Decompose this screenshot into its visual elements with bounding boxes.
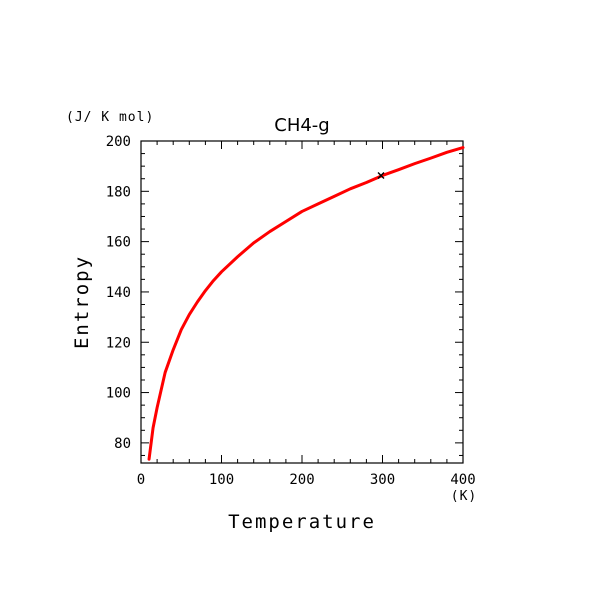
marker-layer: [377, 171, 385, 179]
y-tick-label: 80: [114, 436, 131, 452]
y-tick-label: 100: [106, 386, 131, 402]
x-tick-label: 400: [450, 472, 475, 488]
y-axis-unit: (J/ K mol): [66, 110, 154, 125]
y-tick-label: 180: [106, 184, 131, 200]
tick-labels: 0 100 200 300 400 80 100 120 140 160 180 200: [106, 134, 476, 488]
x-tick-label: 0: [137, 472, 145, 488]
entropy-curve: [147, 146, 465, 461]
y-tick-label: 120: [106, 335, 131, 351]
axis-ticks: [140, 140, 464, 463]
y-axis-label: Entropy: [71, 255, 93, 349]
x-tick-label: 100: [209, 472, 234, 488]
x-axis-label: Temperature: [228, 511, 376, 533]
marker-stroke: [377, 171, 385, 179]
x-axis-unit: (K): [451, 489, 477, 504]
plot-frame: [140, 140, 464, 464]
x-tick-label: 200: [289, 472, 314, 488]
y-tick-label: 160: [106, 235, 131, 251]
series-layer: [147, 146, 465, 461]
y-tick-label: 200: [106, 134, 131, 150]
y-tick-label: 140: [106, 285, 131, 301]
reference-point-marker: [377, 171, 385, 179]
chart-title: CH4-g: [274, 115, 329, 136]
x-tick-label: 300: [370, 472, 395, 488]
